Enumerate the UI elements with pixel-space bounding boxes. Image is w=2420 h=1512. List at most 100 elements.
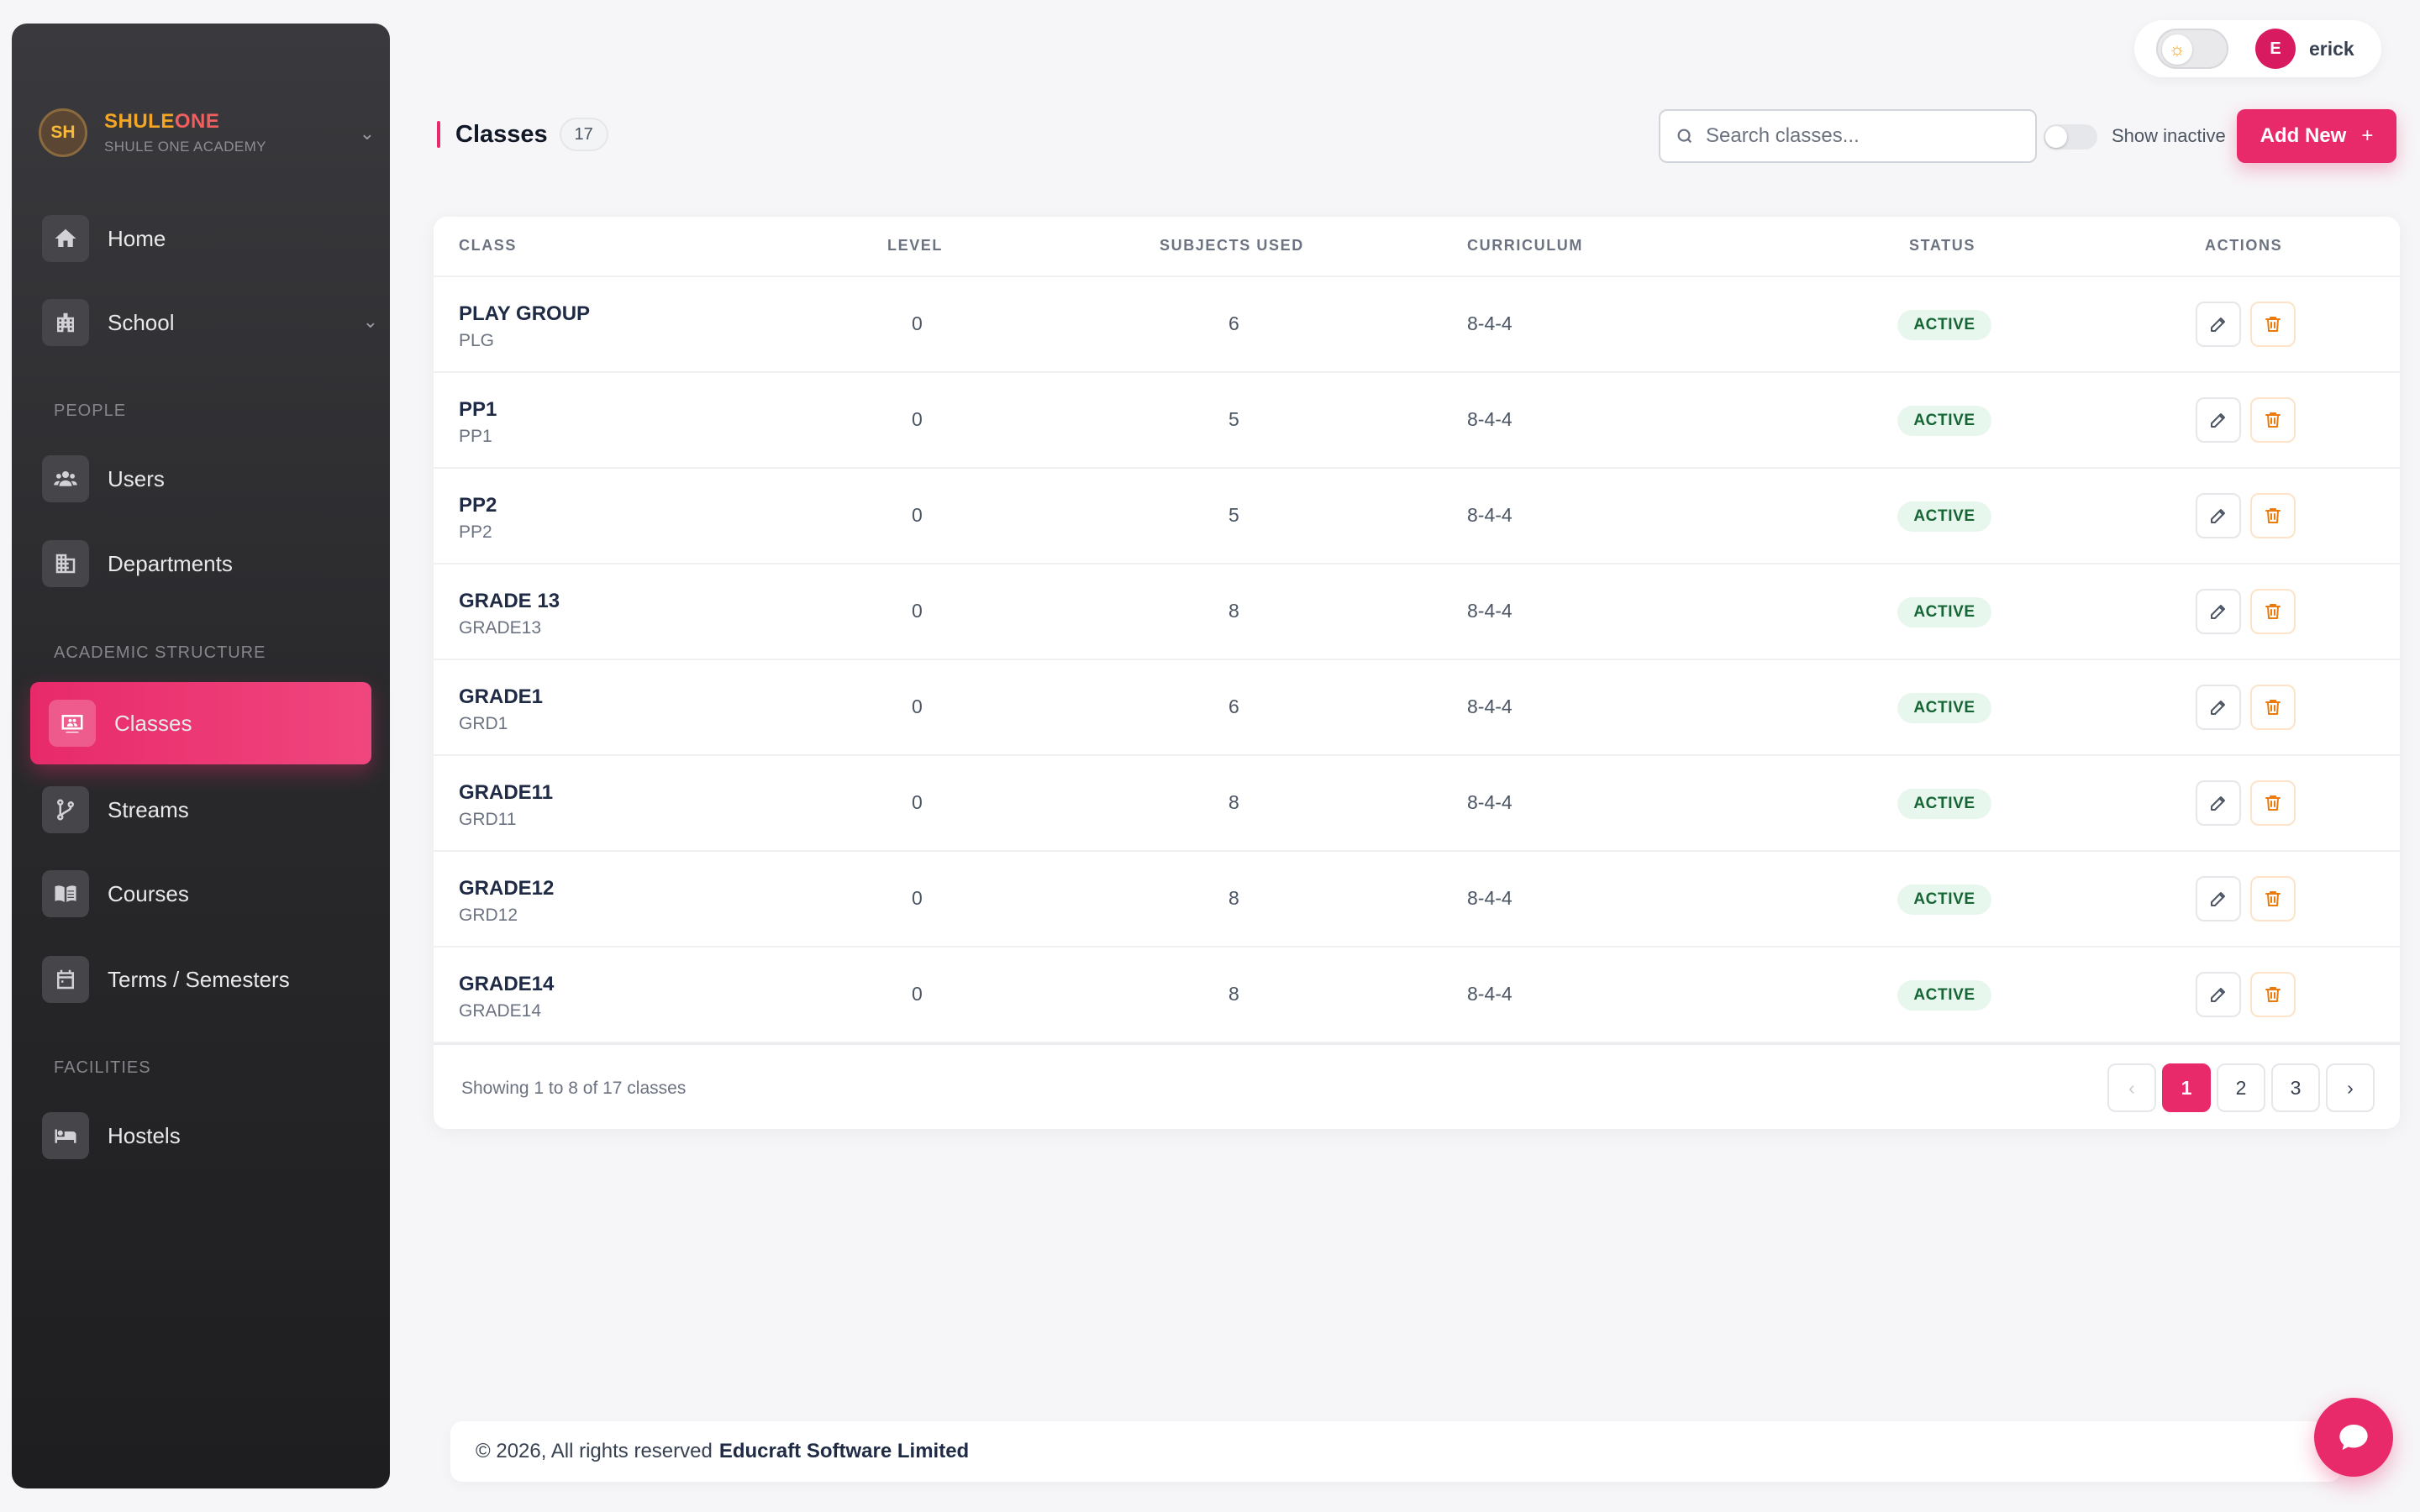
table-footer: Showing 1 to 8 of 17 classes ‹ 1 2 3 ›	[434, 1043, 2400, 1129]
trash-icon	[2263, 889, 2283, 909]
edit-button[interactable]	[2196, 302, 2241, 347]
next-page-button[interactable]: ›	[2326, 1063, 2375, 1112]
sidebar-item-hostels[interactable]: Hostels	[42, 1102, 378, 1169]
class-code: PP1	[459, 427, 492, 446]
header-curriculum[interactable]: CURRICULUM	[1467, 237, 1583, 254]
book-icon	[42, 870, 89, 917]
trash-icon	[2263, 601, 2283, 622]
edit-button[interactable]	[2196, 972, 2241, 1017]
table-row: GRADE14 GRADE14 0 8 8-4-4 ACTIVE	[434, 948, 2400, 1043]
class-name: GRADE 13	[459, 590, 560, 612]
class-code: GRADE14	[459, 1001, 542, 1021]
page-footer: © 2026, All rights reserved Educraft Sof…	[450, 1421, 2341, 1482]
class-level: 0	[912, 983, 923, 1005]
theme-toggle[interactable]: ☼	[2156, 29, 2228, 69]
table-row: GRADE 13 GRADE13 0 8 8-4-4 ACTIVE	[434, 564, 2400, 660]
table-row: GRADE1 GRD1 0 6 8-4-4 ACTIVE	[434, 660, 2400, 756]
bed-icon	[42, 1112, 89, 1159]
sidebar-item-courses[interactable]: Courses	[42, 860, 378, 927]
edit-button[interactable]	[2196, 589, 2241, 634]
delete-button[interactable]	[2250, 493, 2296, 538]
page-button-3[interactable]: 3	[2271, 1063, 2320, 1112]
chevron-down-icon: ⌄	[362, 311, 378, 332]
delete-button[interactable]	[2250, 780, 2296, 826]
header-class[interactable]: CLASS	[459, 237, 518, 254]
table-row: GRADE11 GRD11 0 8 8-4-4 ACTIVE	[434, 756, 2400, 852]
company-name: Educraft Software Limited	[718, 1440, 970, 1462]
prev-page-button[interactable]: ‹	[2107, 1063, 2156, 1112]
page-header: Classes 17	[437, 118, 608, 151]
sidebar: SH SHULEONE SHULE ONE ACADEMY ⌄ Home Sch…	[12, 24, 390, 1488]
sidebar-item-departments[interactable]: Departments	[42, 530, 378, 597]
delete-button[interactable]	[2250, 685, 2296, 730]
search-input[interactable]	[1706, 124, 2025, 148]
pencil-icon	[2208, 793, 2228, 813]
delete-button[interactable]	[2250, 397, 2296, 443]
page-title: Classes	[455, 120, 548, 148]
header-subjects[interactable]: SUBJECTS USED	[1160, 237, 1304, 254]
user-name[interactable]: erick	[2309, 37, 2354, 60]
trash-icon	[2263, 410, 2283, 430]
sidebar-item-label: Home	[108, 225, 166, 251]
sidebar-item-terms[interactable]: Terms / Semesters	[42, 946, 378, 1013]
status-badge: ACTIVE	[1897, 980, 1991, 1011]
chat-button[interactable]	[2314, 1398, 2393, 1477]
header-level[interactable]: LEVEL	[887, 237, 944, 254]
status-badge: ACTIVE	[1897, 597, 1991, 627]
class-code: GRD11	[459, 810, 517, 829]
section-label-people: PEOPLE	[54, 402, 127, 420]
pencil-icon	[2208, 314, 2228, 334]
table-row: PP2 PP2 0 5 8-4-4 ACTIVE	[434, 469, 2400, 564]
calendar-icon	[42, 956, 89, 1003]
sidebar-item-label: Streams	[108, 796, 189, 822]
brand-name-part-b: ONE	[174, 110, 220, 133]
users-icon	[42, 455, 89, 502]
class-name: GRADE1	[459, 685, 544, 708]
class-name: GRADE11	[459, 781, 554, 804]
sidebar-item-users[interactable]: Users	[42, 445, 378, 512]
chat-icon	[2339, 1425, 2368, 1450]
brand-switcher[interactable]: SH SHULEONE SHULE ONE ACADEMY ⌄	[39, 91, 375, 175]
class-level: 0	[912, 408, 923, 430]
delete-button[interactable]	[2250, 972, 2296, 1017]
delete-button[interactable]	[2250, 589, 2296, 634]
header-actions: ACTIONS	[2205, 237, 2283, 254]
brand-avatar: SH	[39, 108, 87, 157]
sidebar-item-label: School	[108, 309, 175, 335]
classes-table: CLASS LEVEL SUBJECTS USED CURRICULUM STA…	[434, 217, 2400, 1129]
subjects-used: 8	[1228, 791, 1239, 813]
sidebar-item-streams[interactable]: Streams	[42, 776, 378, 843]
delete-button[interactable]	[2250, 876, 2296, 921]
class-code: PP2	[459, 522, 492, 542]
add-new-label: Add New	[2260, 124, 2347, 147]
pencil-icon	[2208, 697, 2228, 717]
status-badge: ACTIVE	[1897, 885, 1991, 915]
curriculum: 8-4-4	[1467, 887, 1512, 909]
sidebar-item-home[interactable]: Home	[42, 205, 378, 272]
add-new-button[interactable]: Add New +	[2237, 109, 2396, 163]
pencil-icon	[2208, 410, 2228, 430]
branch-icon	[42, 786, 89, 833]
user-bar: ☼ E erick	[2134, 20, 2381, 77]
subjects-used: 8	[1228, 887, 1239, 909]
sidebar-item-school[interactable]: School ⌄	[42, 289, 378, 356]
show-inactive-toggle[interactable]	[2044, 124, 2097, 150]
edit-button[interactable]	[2196, 685, 2241, 730]
edit-button[interactable]	[2196, 397, 2241, 443]
sidebar-item-label: Courses	[108, 880, 189, 906]
pagination-summary: Showing 1 to 8 of 17 classes	[461, 1079, 687, 1098]
delete-button[interactable]	[2250, 302, 2296, 347]
sidebar-item-label: Hostels	[108, 1122, 181, 1148]
sidebar-item-classes[interactable]: Classes	[30, 682, 371, 764]
page-button-1[interactable]: 1	[2162, 1063, 2211, 1112]
edit-button[interactable]	[2196, 493, 2241, 538]
trash-icon	[2263, 314, 2283, 334]
avatar[interactable]: E	[2255, 29, 2296, 69]
section-label-facilities: FACILITIES	[54, 1058, 151, 1077]
edit-button[interactable]	[2196, 780, 2241, 826]
page-button-2[interactable]: 2	[2217, 1063, 2265, 1112]
class-name: GRADE12	[459, 877, 555, 900]
trash-icon	[2263, 793, 2283, 813]
edit-button[interactable]	[2196, 876, 2241, 921]
search-box[interactable]	[1659, 109, 2037, 163]
